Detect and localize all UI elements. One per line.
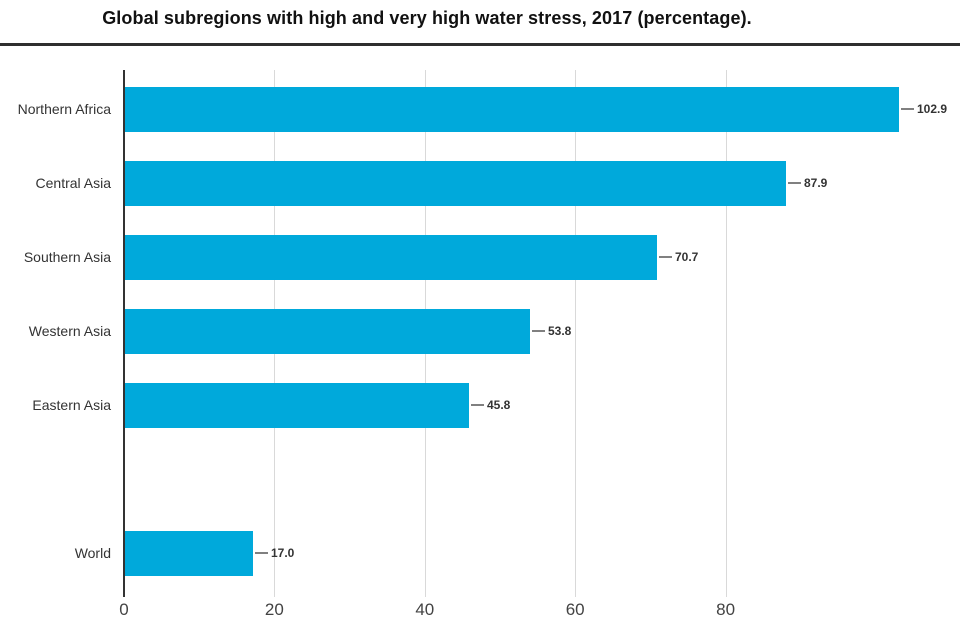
category-label: Northern Africa — [17, 101, 111, 117]
category-label: Southern Asia — [23, 249, 111, 265]
value-label: 70.7 — [675, 250, 699, 264]
value-annotation: 70.7 — [659, 249, 698, 265]
value-annotation: 17.0 — [255, 545, 294, 561]
x-gridline — [726, 70, 727, 597]
value-label: 53.8 — [548, 324, 572, 338]
value-annotation: 87.9 — [788, 175, 827, 191]
value-annotation: 53.8 — [532, 323, 571, 339]
value-connector-dash — [255, 552, 268, 554]
bar-world — [125, 531, 253, 576]
chart-title: Global subregions with high and very hig… — [102, 8, 752, 28]
x-axis-tick-label: 80 — [716, 600, 736, 619]
title-divider-rule — [0, 43, 960, 46]
x-axis-tick-label: 0 — [119, 600, 129, 619]
value-connector-dash — [471, 404, 484, 406]
value-label: 102.9 — [917, 102, 948, 116]
category-label: World — [74, 545, 111, 561]
y-axis-line — [123, 70, 125, 597]
x-axis-tick-label: 60 — [565, 600, 585, 619]
value-annotation: 102.9 — [901, 101, 947, 117]
value-connector-dash — [659, 256, 672, 258]
value-connector-dash — [901, 108, 914, 110]
x-axis-tick-label: 40 — [415, 600, 435, 619]
x-gridline — [575, 70, 576, 597]
value-annotation: 45.8 — [471, 397, 510, 413]
bar-southern-asia — [125, 235, 657, 280]
bar-northern-africa — [125, 87, 899, 132]
category-label: Eastern Asia — [32, 397, 111, 413]
value-label: 45.8 — [487, 398, 511, 412]
value-connector-dash — [788, 182, 801, 184]
value-label: 17.0 — [271, 546, 295, 560]
bar-central-asia — [125, 161, 786, 206]
category-label: Western Asia — [28, 323, 111, 339]
bar-eastern-asia — [125, 383, 469, 428]
category-label: Central Asia — [35, 175, 111, 191]
value-label: 87.9 — [804, 176, 828, 190]
bar-western-asia — [125, 309, 530, 354]
x-axis-tick-label: 20 — [264, 600, 284, 619]
value-connector-dash — [532, 330, 545, 332]
